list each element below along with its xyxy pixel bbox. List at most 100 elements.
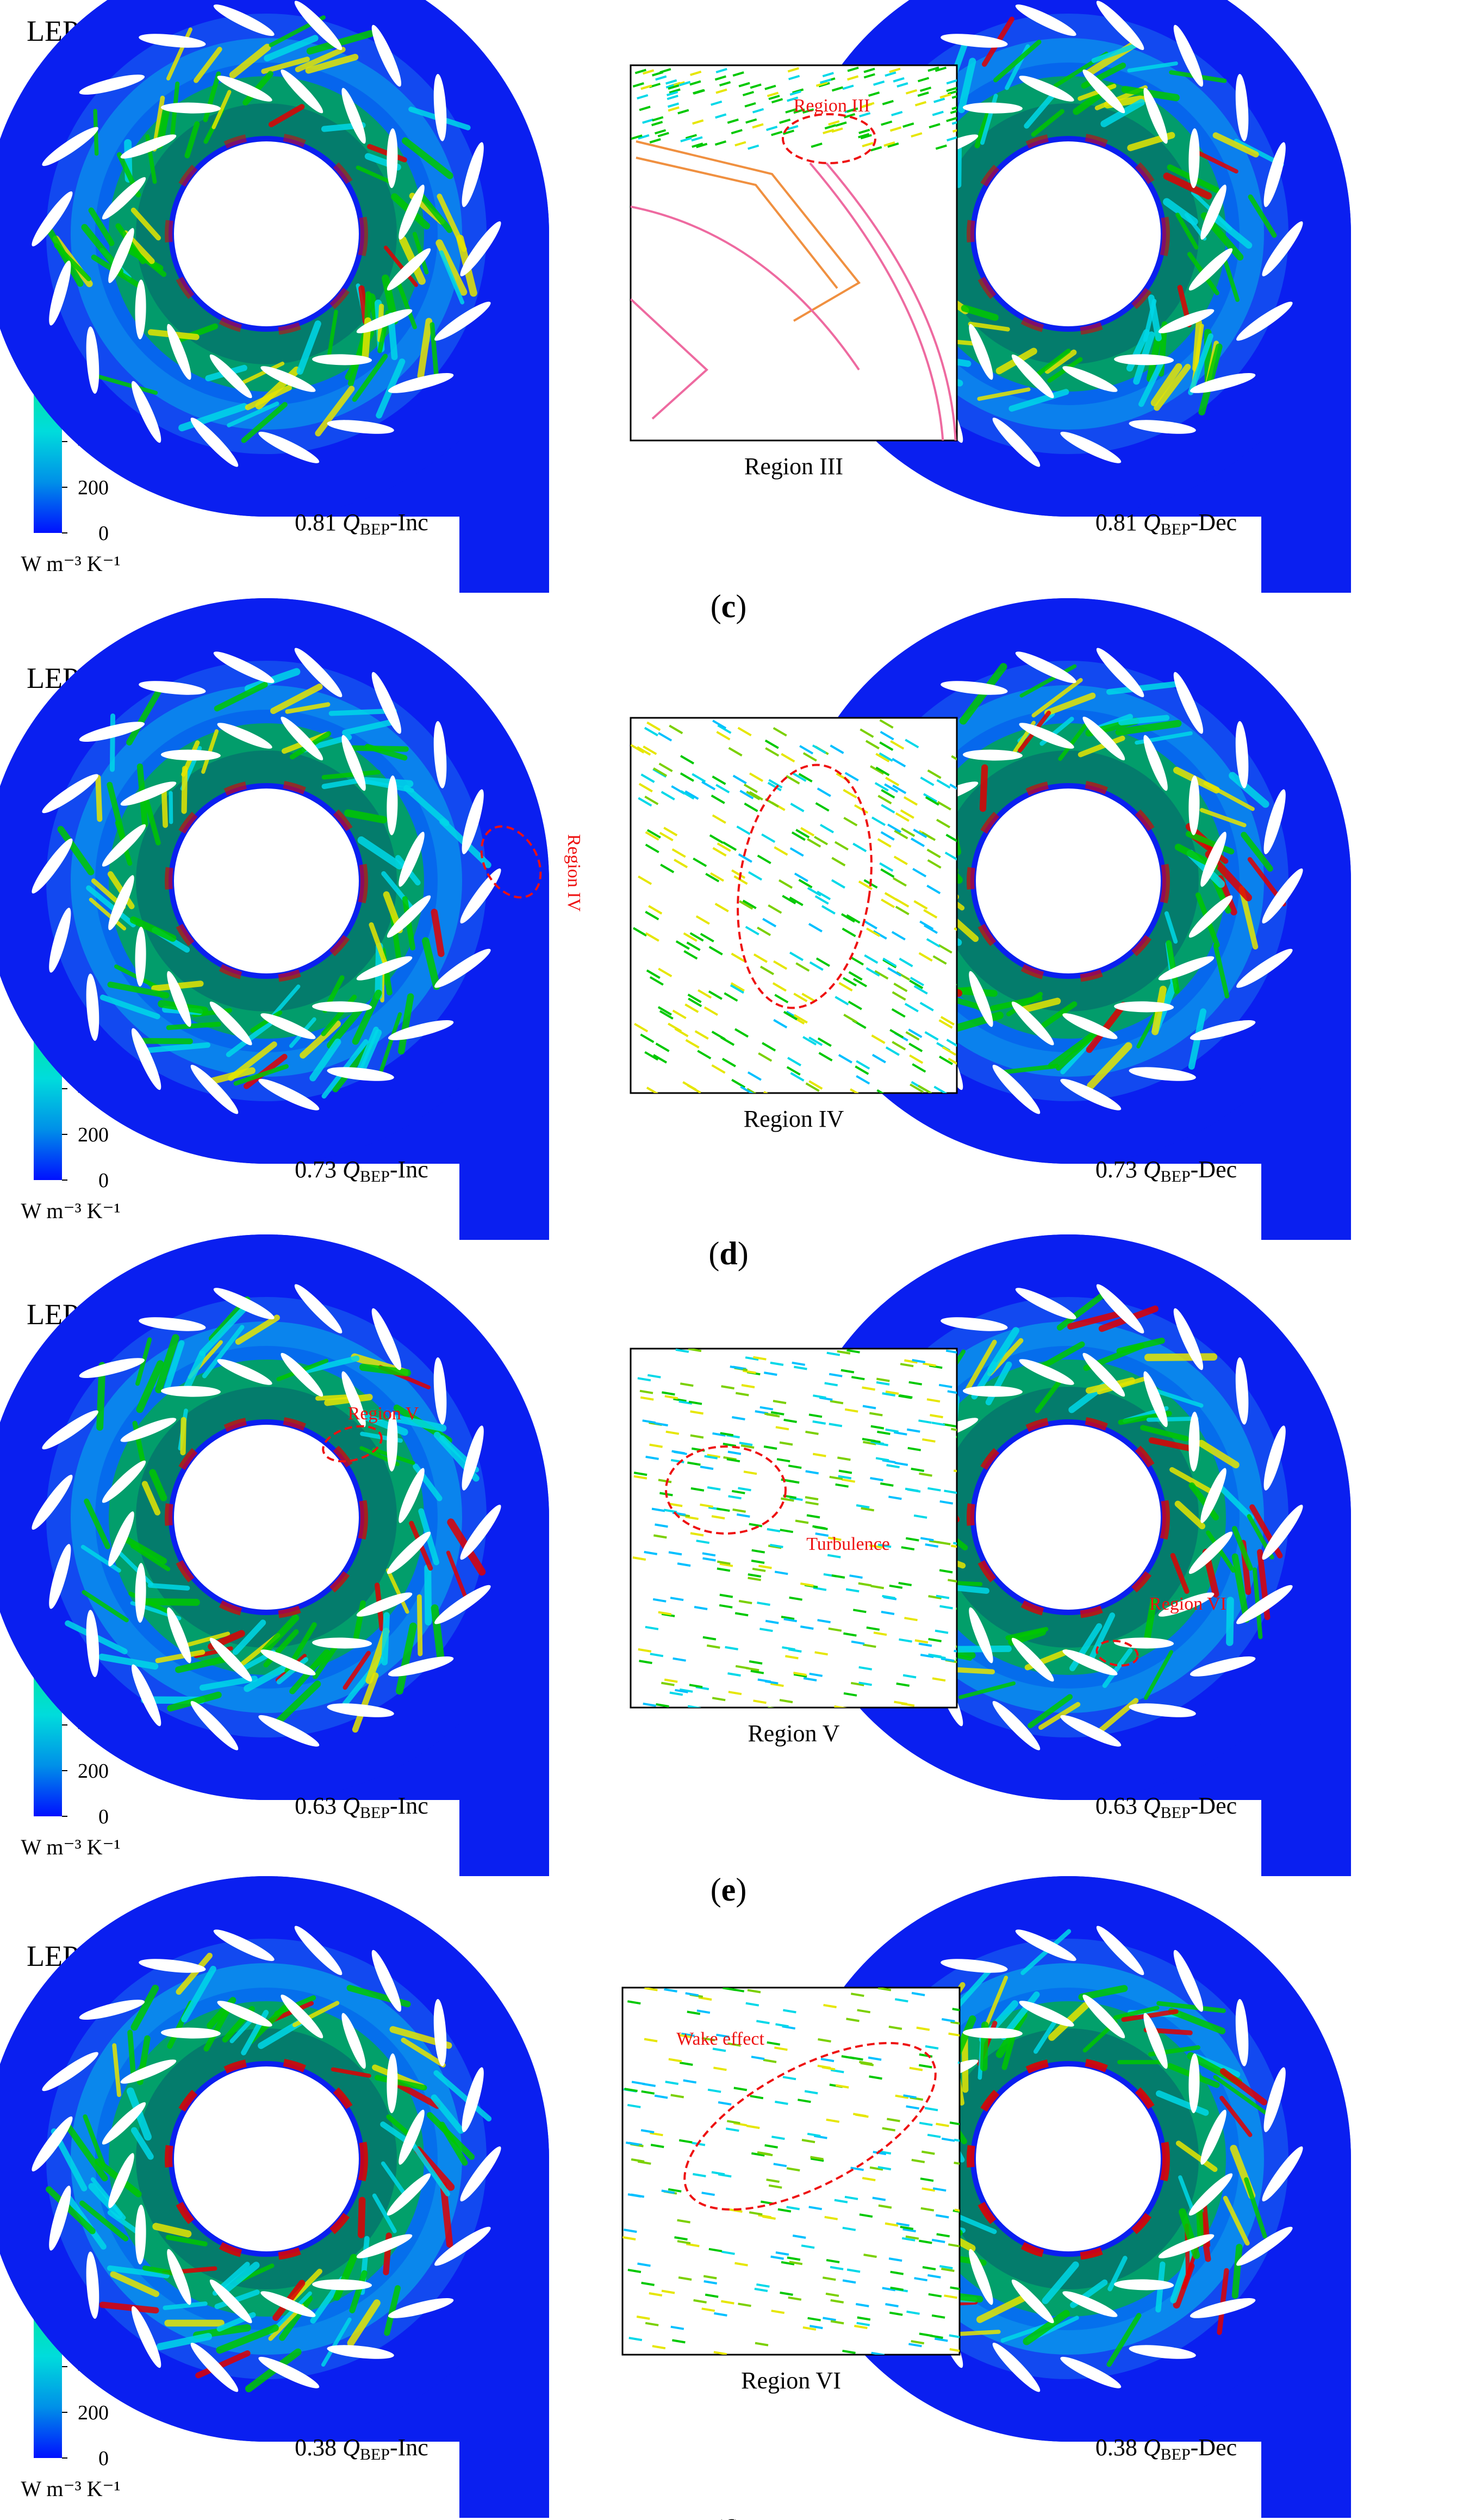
vane [356,2234,413,2258]
flow-label-dec: 0.63 QBEP-Dec [1095,1792,1237,1822]
vane [190,1065,239,1114]
vane [1129,420,1196,434]
vane [371,1950,402,2012]
colorbar-unit: W m⁻³ K⁻¹ [21,1199,120,1223]
vane [1173,672,1204,734]
vane [209,1637,252,1682]
inset-annotation-ellipse [737,764,873,1009]
inset-caption: Region IV [744,1106,844,1132]
vane [341,1371,366,1427]
vane [341,88,366,144]
colorbar-tick: 200 [78,1760,109,1783]
flow-label-inc: 0.38 QBEP-Inc [295,2434,428,2463]
vane [160,1386,221,1397]
vane [139,34,206,48]
inset-caption: Region III [744,453,843,480]
annotation-label: Region VI [1149,1594,1226,1614]
vane [1263,142,1286,207]
vane [1114,2279,1174,2291]
vane [79,75,145,95]
annotation-label: Turbulence [806,1534,890,1554]
hot-band [165,1416,368,1619]
vane [1188,2053,1200,2113]
vane [399,1468,425,1523]
vane [1188,1411,1200,1472]
inset-frame [630,64,958,442]
vane [1236,948,1293,988]
vane [209,1001,252,1046]
vane [1262,1504,1303,1560]
vane [388,1656,454,1677]
vane [1190,1020,1256,1040]
vane [217,723,272,749]
vane [1143,1371,1168,1427]
hot-band [165,132,368,336]
vane [1188,248,1233,291]
impeller-eye [976,789,1161,973]
colorbar-tick: 0 [98,522,109,545]
flow-halo [46,14,487,454]
vane [1011,2279,1054,2324]
vane [1158,309,1215,333]
vane [1143,88,1168,144]
panel-e: LEPR200018001600140012001000800600400200… [0,1234,1351,1908]
vane [213,651,275,684]
vane [86,1610,99,1678]
inset-caption: Region VI [741,2367,841,2394]
vane [131,1028,161,1090]
vane [135,927,146,987]
vane [258,1078,320,1110]
vane [79,2000,145,2020]
impeller-eye [174,2066,359,2251]
vane [460,868,501,924]
vane [281,1994,323,2039]
inset-annotation-ellipse [683,2041,937,2211]
vane [327,2345,394,2359]
vane [462,789,484,854]
vane [1062,1649,1118,1675]
vane [139,1317,206,1331]
impeller-eye [976,2066,1161,2251]
vane [356,309,413,333]
inset-frame [630,1348,958,1709]
vane [120,781,177,806]
vane [213,1288,275,1320]
hot-band [165,2057,368,2261]
vane [327,1703,394,1717]
vane [1188,895,1233,938]
vane [281,69,323,114]
vane [32,838,73,894]
vane [992,418,1041,467]
vane [1015,1929,1076,1962]
flow-ring-inner [109,76,424,392]
vane [462,1425,484,1491]
colorbar-tick: 0 [98,1805,109,1828]
vane [371,1308,402,1370]
vane [1096,1926,1144,1975]
vane [941,681,1008,695]
vane [969,2249,993,2305]
colorbar-tick: 200 [78,1124,109,1146]
flow-label-inc: 0.81 QBEP-Inc [295,509,428,538]
vane [1200,1468,1226,1523]
vane [1011,1637,1054,1682]
vane [190,2343,239,2392]
vane [32,2116,73,2172]
vane [217,1359,272,1385]
vane [1235,721,1249,789]
volute-inc [0,1234,549,1876]
vane [434,2226,491,2266]
vane [356,1592,413,1617]
vane [434,1585,491,1624]
vane [108,228,134,283]
vane [399,2109,425,2165]
vane [190,418,239,467]
vane [399,184,425,240]
vane [131,2306,161,2368]
vane [387,895,431,938]
vane [992,1065,1041,1114]
vane [135,1563,146,1623]
vane [281,1352,323,1397]
annotation-ellipse [1095,1640,1139,1667]
